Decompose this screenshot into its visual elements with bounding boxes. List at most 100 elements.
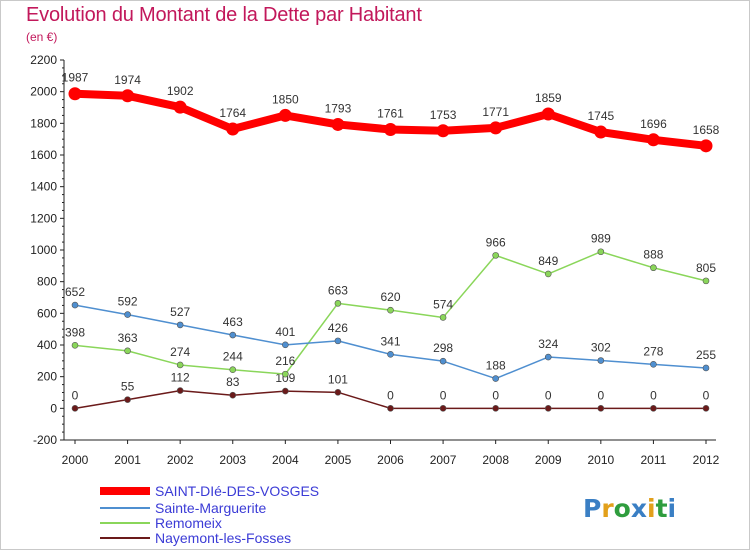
- data-point: [597, 357, 605, 364]
- data-point: [544, 405, 552, 412]
- data-label: 109: [275, 371, 295, 385]
- data-point: [71, 342, 79, 349]
- data-label: 101: [328, 372, 348, 386]
- data-label: 83: [226, 375, 240, 389]
- data-label: 652: [65, 285, 85, 299]
- data-label: 527: [170, 305, 190, 319]
- y-tick-label: 0: [50, 401, 57, 415]
- data-point: [334, 389, 342, 396]
- data-label: 302: [591, 341, 611, 355]
- y-tick-label: 2000: [30, 85, 57, 99]
- data-label: 663: [328, 283, 348, 297]
- data-label: 216: [275, 354, 295, 368]
- data-label: 1696: [640, 117, 667, 131]
- data-label: 1987: [62, 71, 89, 85]
- data-label: 1859: [535, 91, 562, 105]
- data-point: [492, 252, 499, 259]
- data-label: 55: [121, 380, 135, 394]
- x-tick-label: 2010: [587, 453, 614, 467]
- data-point: [544, 270, 552, 278]
- data-label: 324: [538, 337, 558, 351]
- data-label: 1771: [482, 105, 509, 119]
- data-label: 0: [545, 388, 552, 402]
- data-label: 1850: [272, 92, 299, 106]
- data-label: 244: [223, 350, 243, 364]
- series-3: 0 55 112 83 109 101 0 0 0 0 0 0 0: [72, 371, 710, 412]
- y-tick-label: 200: [37, 370, 57, 384]
- data-point: [282, 341, 289, 349]
- data-label: 0: [703, 388, 710, 402]
- y-tick-label: 1800: [30, 116, 57, 130]
- data-label: 341: [380, 334, 400, 348]
- data-point: [68, 87, 82, 101]
- data-point: [176, 321, 184, 329]
- x-tick-label: 2012: [693, 453, 720, 467]
- data-point: [282, 387, 289, 395]
- data-point: [229, 391, 237, 399]
- y-tick-label: 1400: [30, 180, 57, 194]
- y-tick-label: -200: [33, 433, 57, 447]
- data-point: [71, 405, 79, 412]
- data-label: 0: [440, 388, 447, 402]
- data-point: [650, 264, 657, 272]
- data-label: 0: [72, 388, 79, 402]
- data-point: [646, 133, 660, 147]
- data-label: 0: [650, 388, 657, 402]
- data-point: [541, 107, 555, 121]
- data-label: 592: [118, 295, 138, 309]
- data-point: [173, 100, 187, 114]
- legend-label: Sainte-Marguerite: [155, 500, 266, 516]
- data-label: 112: [171, 371, 190, 385]
- data-point: [331, 117, 345, 131]
- data-point: [544, 353, 552, 361]
- legend: SAINT-DIé-DES-VOSGESSainte-MargueriteRem…: [100, 483, 319, 546]
- x-tick-label: 2003: [219, 453, 246, 467]
- data-point: [229, 331, 237, 339]
- proxiti-logo: Proxiti: [583, 494, 676, 523]
- data-point: [124, 311, 131, 318]
- x-tick-label: 2009: [535, 453, 562, 467]
- data-label: 401: [275, 325, 295, 339]
- legend-label: Nayemont-les-Fosses: [155, 530, 291, 546]
- data-point: [124, 347, 131, 355]
- data-point: [124, 396, 131, 403]
- data-label: 0: [492, 388, 499, 402]
- data-label: 274: [170, 345, 190, 359]
- legend-label: Remomeix: [155, 515, 222, 531]
- data-label: 620: [380, 290, 400, 304]
- data-point: [71, 301, 79, 309]
- y-tick-label: 800: [37, 275, 57, 289]
- x-tick-label: 2001: [114, 453, 141, 467]
- data-point: [278, 108, 292, 122]
- x-tick-label: 2005: [325, 453, 352, 467]
- data-point: [384, 123, 397, 137]
- y-tick-label: 400: [37, 338, 57, 352]
- chart-subtitle: (en €): [26, 30, 58, 44]
- data-label: 1753: [430, 108, 457, 122]
- data-point: [439, 314, 447, 321]
- data-point: [650, 405, 657, 412]
- data-label: 0: [597, 388, 604, 402]
- data-point: [226, 122, 240, 136]
- x-tick-label: 2000: [62, 453, 89, 467]
- data-point: [436, 124, 450, 138]
- data-point: [334, 300, 342, 307]
- data-label: 989: [591, 232, 611, 246]
- y-tick-label: 1600: [30, 148, 57, 162]
- data-point: [439, 405, 447, 412]
- data-label: 363: [118, 331, 138, 345]
- svg-text:Proxiti: Proxiti: [583, 494, 676, 523]
- data-point: [489, 121, 503, 135]
- data-point: [439, 357, 447, 365]
- data-label: 188: [486, 359, 506, 373]
- data-point: [650, 361, 657, 368]
- data-point: [387, 306, 394, 314]
- data-point: [492, 375, 499, 382]
- data-label: 426: [328, 321, 348, 335]
- x-tick-label: 2002: [167, 453, 194, 467]
- data-point: [702, 364, 710, 372]
- data-point: [597, 405, 605, 412]
- x-tick-label: 2006: [377, 453, 404, 467]
